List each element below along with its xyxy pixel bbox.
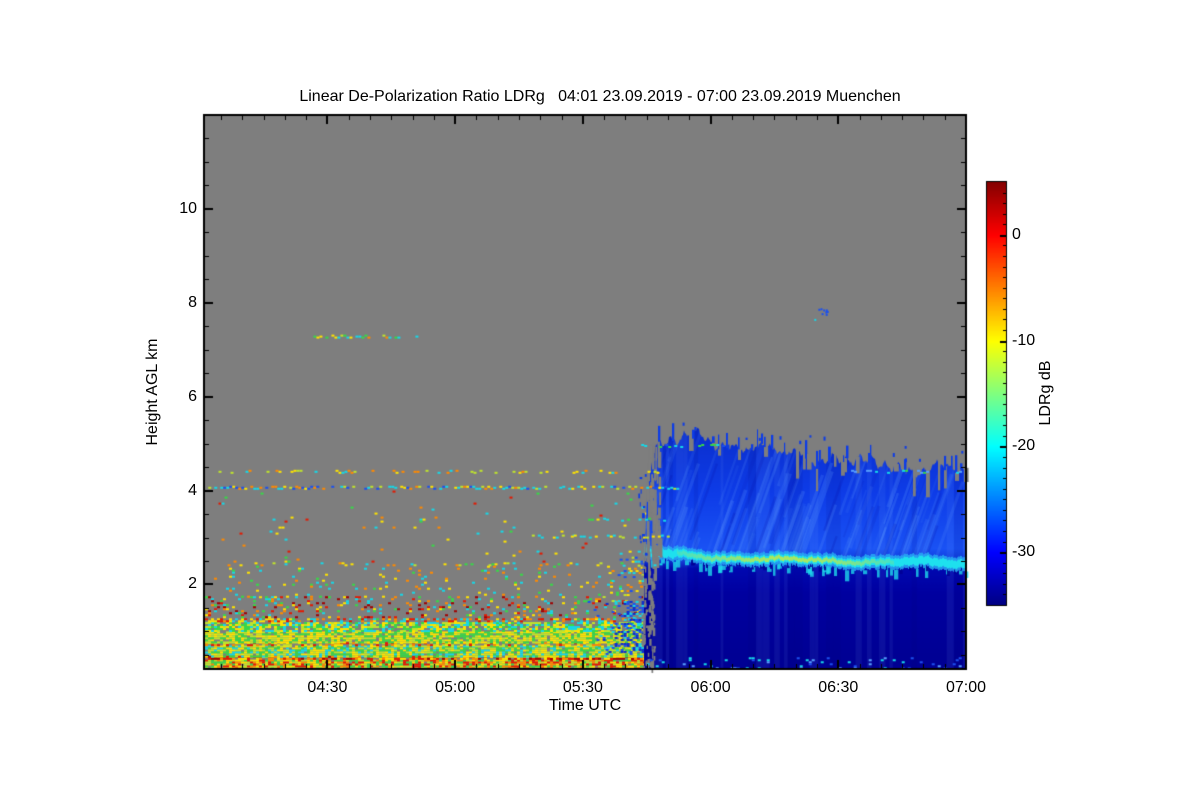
colorbar-tick-label-3: -30 (1012, 543, 1036, 561)
chart-title: Linear De-Polarization Ratio LDRg 04:01 … (299, 88, 901, 105)
colorbar-tick-label-1: -10 (1012, 331, 1036, 349)
x-axis-title: Time UTC (548, 697, 622, 714)
x-tick-label-3: 06:00 (690, 679, 731, 696)
y-tick-label-1: 4 (188, 481, 197, 499)
plot-area (204, 115, 966, 669)
x-tick-label-5: 07:00 (945, 679, 987, 696)
x-tick-label-2: 05:30 (562, 679, 603, 696)
x-tick-label-0: 04:30 (307, 679, 348, 696)
colorbar-tick-label-2: -20 (1012, 437, 1036, 455)
y-tick-label-0: 2 (188, 575, 197, 593)
colorbar-tick-label-0: 0 (1012, 225, 1021, 243)
colorbar-title: LDRg dB (1037, 360, 1054, 426)
x-tick-label-1: 05:00 (435, 679, 476, 696)
y-tick-label-4: 10 (179, 199, 197, 217)
y-tick-label-2: 6 (188, 387, 197, 405)
x-tick-label-4: 06:30 (818, 679, 859, 696)
y-tick-label-3: 8 (188, 293, 197, 311)
